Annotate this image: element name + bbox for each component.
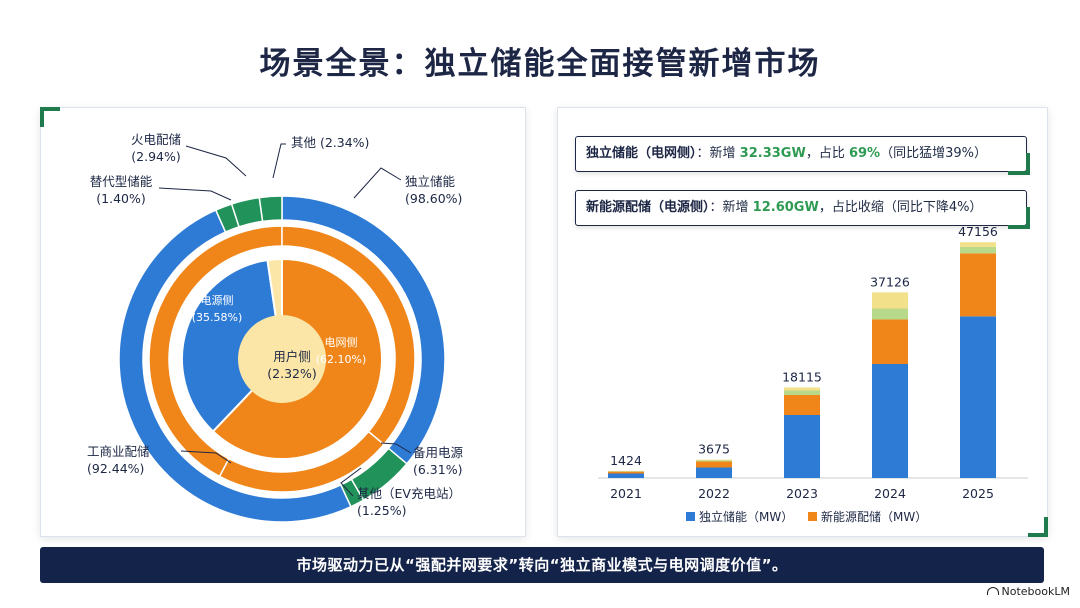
bar-segment-2023 — [784, 387, 820, 391]
conclusion-banner: 市场驱动力已从“强配并网要求”转向“独立商业模式与电网调度价值”。 — [40, 547, 1044, 583]
leader-line — [353, 167, 402, 199]
label-backup-power: 备用电源(6.31%) — [413, 445, 464, 477]
label-other-grid: 其他 (2.34%) — [291, 135, 369, 150]
label-ci-storage: 工商业配储(92.44%) — [87, 444, 150, 476]
bar-segment-2025 — [960, 246, 996, 254]
x-tick-label: 2025 — [962, 486, 994, 501]
bar-total-label: 18115 — [782, 369, 822, 384]
bar-total-label: 37126 — [870, 274, 910, 289]
callout-accent — [1008, 207, 1030, 229]
panel-corner-accent — [1028, 517, 1048, 537]
callout-renewable-storage: 新能源配储（电源侧）：新增 12.60GW，占比收缩（同比下降4%） — [575, 190, 1030, 229]
leader-line — [272, 143, 286, 179]
bar-total-label: 1424 — [610, 453, 642, 468]
bar-segment-2022 — [696, 460, 732, 462]
legend-swatch — [808, 512, 817, 521]
bar-segment-2024 — [872, 364, 908, 478]
label-alt-storage: 替代型储能(1.40%) — [90, 174, 153, 206]
donut-panel: 用户侧(2.32%) 电源侧(35.58%) 电网侧(62.10%) 火电配储(2.9… — [40, 107, 526, 537]
leader-line — [185, 145, 247, 177]
bar-segment-2025 — [960, 242, 996, 247]
x-tick-label: 2023 — [786, 486, 818, 501]
center-label: 用户侧(2.32%) — [267, 349, 316, 381]
bar-segment-2024 — [872, 292, 908, 309]
bar-segment-2025 — [960, 316, 996, 478]
bar-segment-2022 — [696, 467, 732, 478]
label-grid-side: 电网侧(62.10%) — [316, 336, 367, 366]
bar-segment-2023 — [784, 415, 820, 478]
bar-segment-2024 — [872, 319, 908, 364]
label-thermal-storage: 火电配储(2.94%) — [131, 132, 181, 164]
bar-total-label: 3675 — [698, 442, 730, 457]
bar-total-label: 47156 — [958, 224, 998, 239]
inner-slice-电源侧 — [181, 258, 284, 433]
leader-line — [180, 450, 232, 464]
bar-segment-2021 — [608, 471, 644, 474]
callout-independent-storage: 独立储能（电网侧）：新增 32.33GW，占比 69%（同比猛增39%） — [575, 136, 1030, 175]
donut-chart: 用户侧(2.32%) 电源侧(35.58%) 电网侧(62.10%) 火电配储(2.9… — [87, 132, 464, 523]
panel-corner-accent — [40, 107, 60, 127]
label-independent-storage: 独立储能(98.60%) — [405, 174, 462, 206]
callout-label: 独立储能（电网侧） — [586, 146, 697, 161]
leader-line — [340, 467, 362, 497]
legend-label: 新能源配储（MW） — [821, 509, 927, 524]
center-circle — [238, 315, 326, 403]
bar-segment-2021 — [608, 473, 644, 478]
label-source-side: 电源侧(35.58%) — [192, 293, 243, 324]
page-title: 场景全景：独立储能全面接管新增市场 — [259, 46, 821, 82]
leader-line — [158, 187, 232, 201]
notebooklm-icon — [986, 587, 999, 595]
bar-panel: 1424 2021 3675 2022 18115 2023 37126 2024 47156 2… — [557, 107, 1048, 537]
bar-segment-2022 — [696, 461, 732, 468]
callout-gw: 12.60GW — [752, 200, 819, 215]
outer-slice-工商业配储 — [118, 209, 352, 523]
callout-gw: 32.33GW — [739, 146, 806, 161]
bar-segment-2023 — [784, 390, 820, 395]
callout-accent — [1008, 153, 1030, 175]
x-tick-label: 2022 — [698, 486, 730, 501]
label-ev-other: 其他（EV充电站）(1.25%) — [357, 486, 461, 518]
middle-ring-grid-3 — [218, 430, 385, 493]
x-tick-label: 2021 — [610, 486, 642, 501]
x-tick-label: 2024 — [874, 486, 906, 501]
bar-segment-2022 — [696, 459, 732, 461]
brand-mark: NotebookLM — [986, 585, 1070, 598]
legend-label: 独立储能（MW） — [699, 509, 793, 524]
legend-swatch — [686, 512, 695, 521]
callout-label: 新能源配储（电源侧） — [586, 200, 710, 215]
callout-pct: 69% — [848, 146, 881, 161]
leader-line — [380, 442, 412, 454]
bar-chart: 1424 2021 3675 2022 18115 2023 37126 2024 47156 2… — [598, 224, 1028, 524]
bar-segment-2023 — [784, 395, 820, 415]
bar-segment-2025 — [960, 253, 996, 317]
outer-slice-其他 — [258, 195, 283, 223]
bar-segment-2024 — [872, 308, 908, 320]
